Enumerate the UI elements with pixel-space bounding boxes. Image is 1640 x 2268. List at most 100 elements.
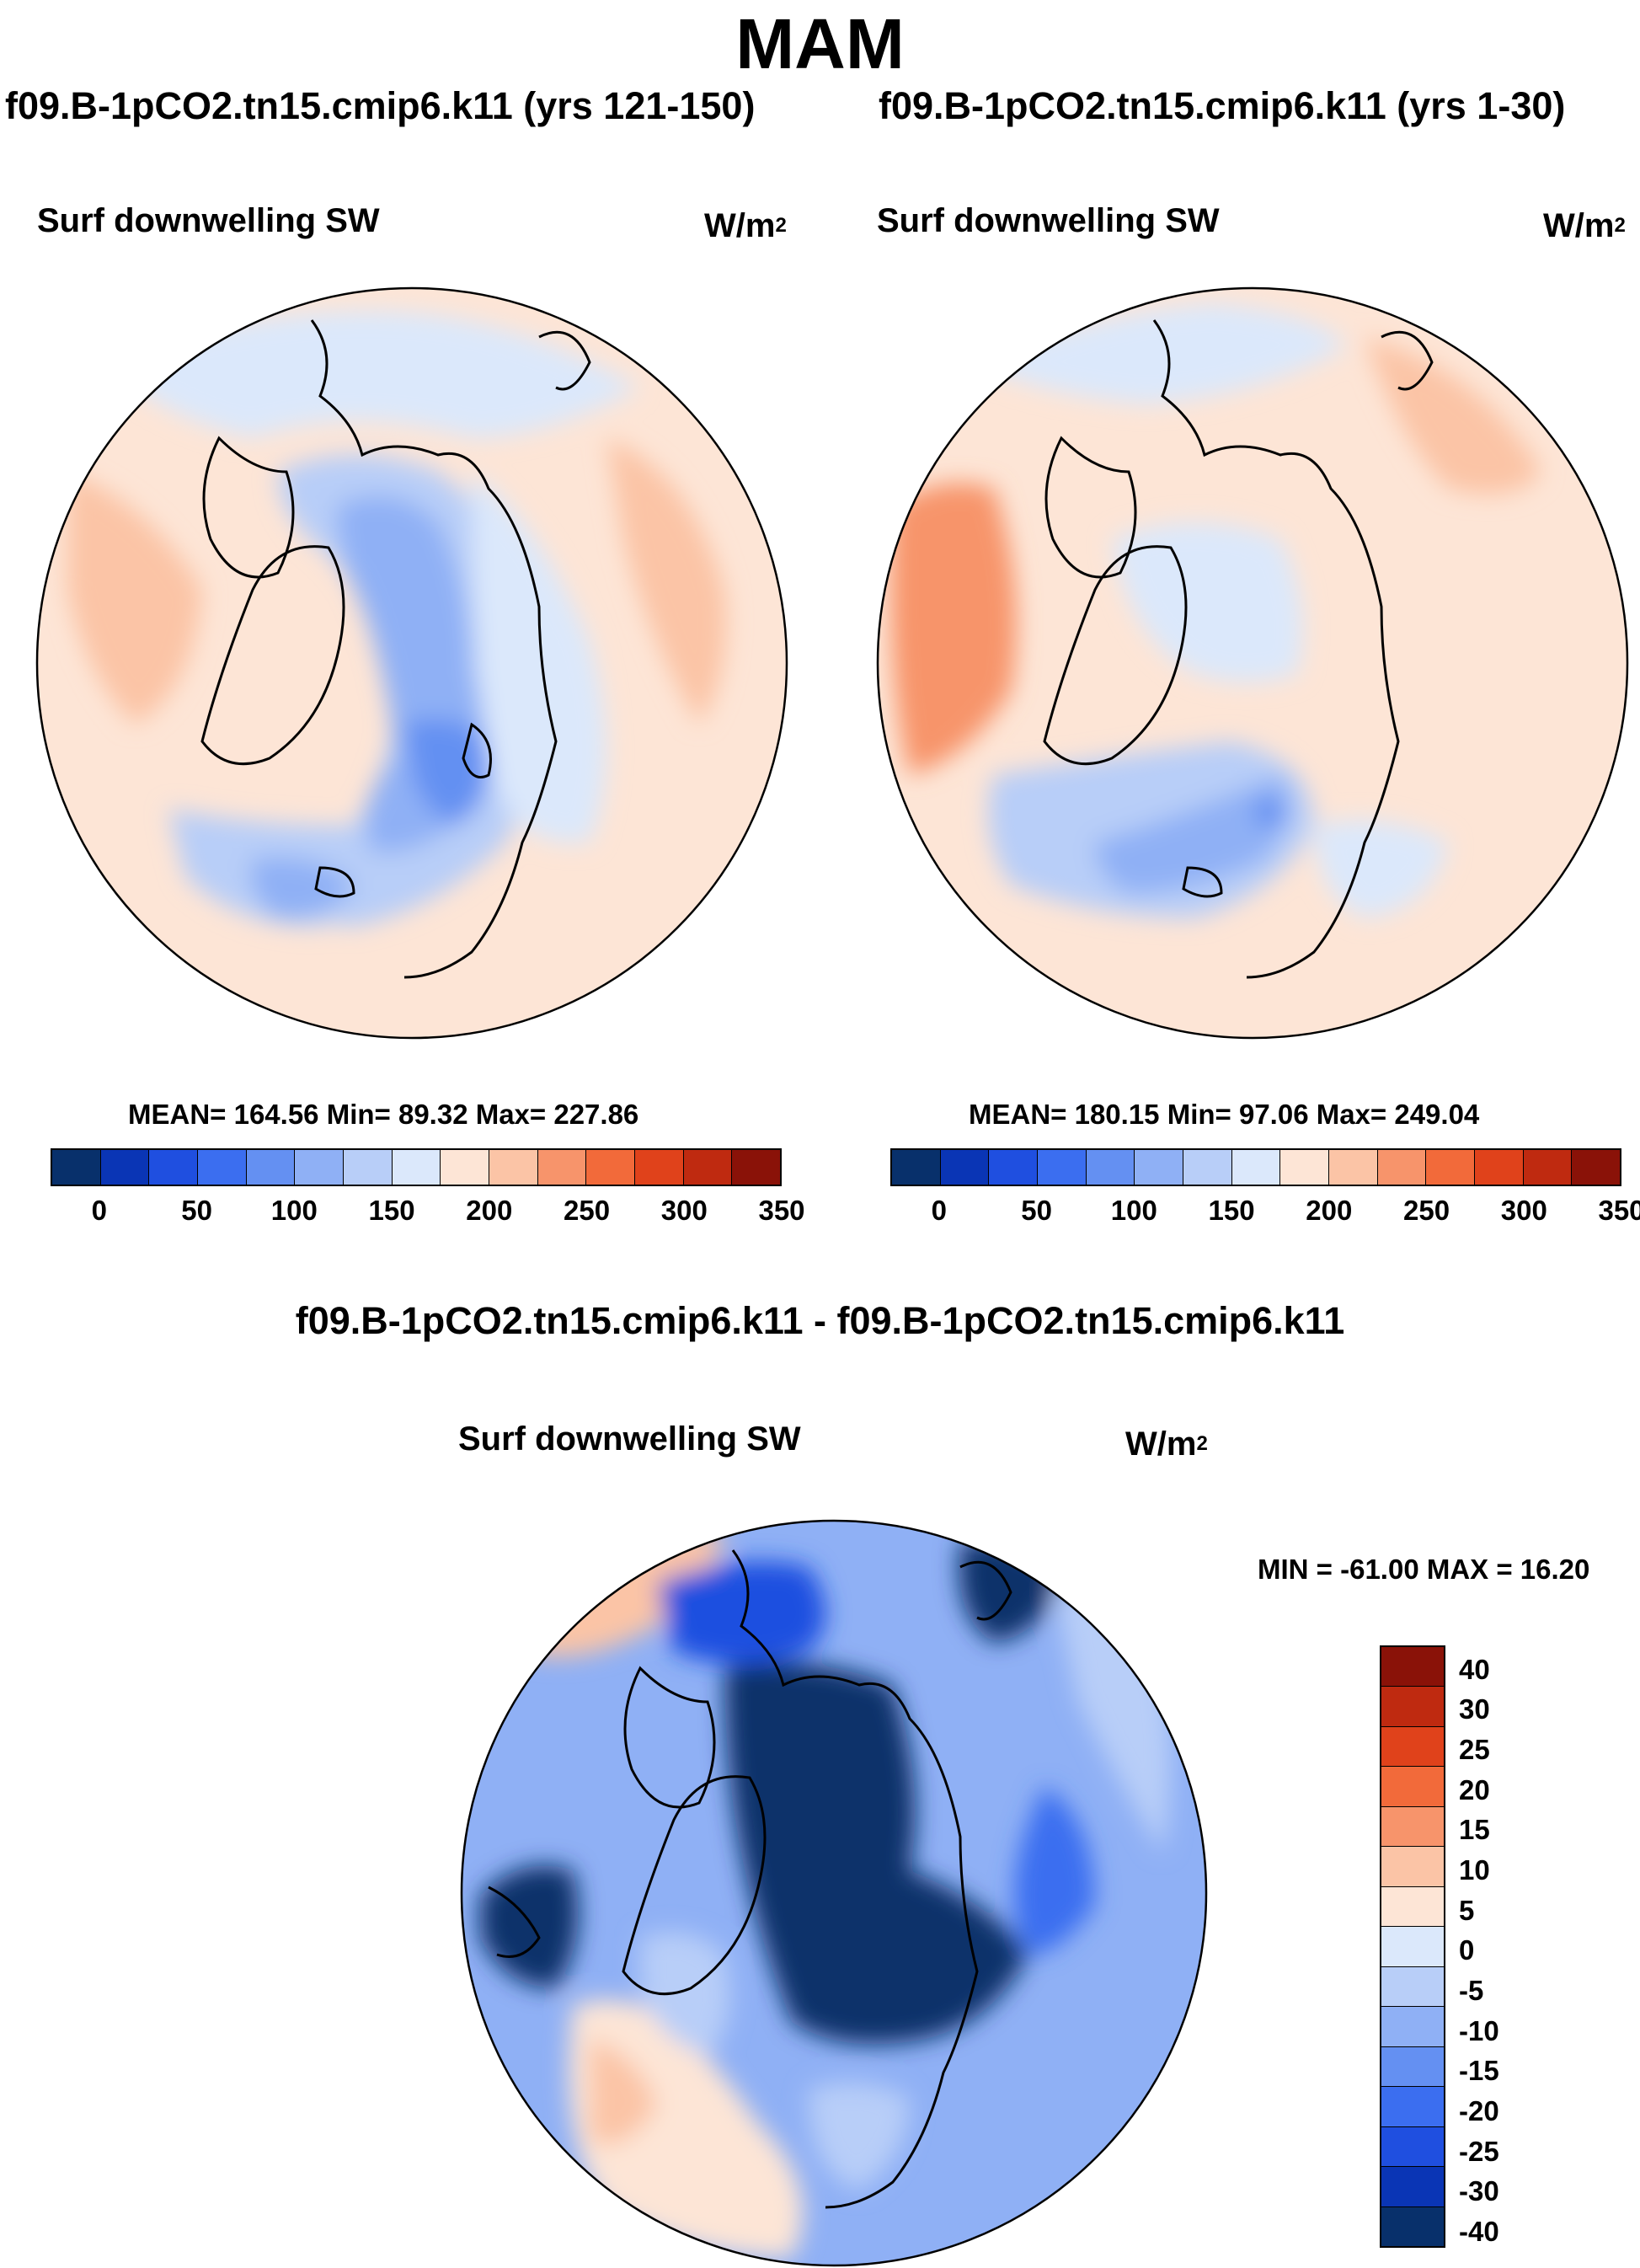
- colorbar-swatch: [1571, 1150, 1621, 1185]
- colorbar-swatch: [197, 1150, 246, 1185]
- colorbar-swatch: [1381, 1846, 1444, 1886]
- difference-stats: MIN = -61.00 MAX = 16.20: [1258, 1554, 1590, 1585]
- colorbar-tick-label: 350: [758, 1195, 805, 1226]
- colorbar-swatch: [682, 1150, 732, 1185]
- colorbar-tick-label: -5: [1459, 1975, 1484, 2006]
- colorbar-tick-label: 20: [1459, 1773, 1490, 1805]
- panel-left-map-boundary: [35, 286, 788, 1040]
- colorbar-swatch: [988, 1150, 1038, 1185]
- colorbar-swatch: [1134, 1150, 1183, 1185]
- colorbar-swatch: [1381, 2126, 1444, 2167]
- colorbar-swatch: [634, 1150, 683, 1185]
- colorbar-tick-label: 0: [931, 1195, 948, 1226]
- colorbar-tick-label: 200: [1306, 1195, 1353, 1226]
- colorbar-swatch: [343, 1150, 392, 1185]
- colorbar-swatch: [1381, 1926, 1444, 1966]
- colorbar-tick-label: -10: [1459, 2014, 1499, 2046]
- colorbar-tick-label: 250: [564, 1195, 611, 1226]
- difference-map: [462, 1521, 1206, 2265]
- colorbar-tick-label: 200: [466, 1195, 513, 1226]
- colorbar-swatch: [1183, 1150, 1231, 1185]
- colorbar-swatch: [1376, 1150, 1426, 1185]
- colorbar-swatch: [892, 1150, 940, 1185]
- panel-left-variable: Surf downwelling SW: [37, 202, 380, 239]
- colorbar-swatch: [1085, 1150, 1135, 1185]
- panel-right-stats: MEAN= 180.15 Min= 97.06 Max= 249.04: [969, 1099, 1480, 1130]
- difference-variable: Surf downwelling SW: [458, 1420, 801, 1458]
- colorbar-swatch: [99, 1150, 149, 1185]
- colorbar-tick-label: 100: [270, 1195, 318, 1226]
- colorbar-tick-label: 5: [1459, 1894, 1475, 1926]
- colorbar-panel-1: [890, 1148, 1621, 1186]
- colorbar-swatch: [1037, 1150, 1086, 1185]
- colorbar-swatch: [1522, 1150, 1572, 1185]
- colorbar-swatch: [294, 1150, 344, 1185]
- colorbar-swatch: [245, 1150, 295, 1185]
- colorbar-swatch: [489, 1150, 537, 1185]
- panel-right-units: W/m2: [1543, 207, 1626, 244]
- colorbar-swatch: [1474, 1150, 1523, 1185]
- colorbar-tick-label: 300: [660, 1195, 708, 1226]
- colorbar-swatch: [52, 1150, 100, 1185]
- panel-right-map-boundary: [876, 286, 1629, 1040]
- colorbar-swatch: [537, 1150, 586, 1185]
- colorbar-tick-label: 0: [1459, 1934, 1475, 1966]
- colorbar-tick-label: 150: [1208, 1195, 1255, 1226]
- colorbar-tick-label: 40: [1459, 1653, 1490, 1685]
- colorbar-swatch: [585, 1150, 635, 1185]
- colorbar-tick-label: 30: [1459, 1693, 1490, 1725]
- panel-left-coastlines: [200, 319, 591, 979]
- panel-right-map: [878, 288, 1627, 1038]
- colorbar-swatch: [1381, 2166, 1444, 2206]
- colorbar-tick-label: 15: [1459, 1814, 1490, 1846]
- panel-left-units: W/m2: [704, 207, 787, 244]
- difference-title: f09.B-1pCO2.tn15.cmip6.k11 - f09.B-1pCO2…: [295, 1299, 1345, 1342]
- difference-units: W/m2: [1125, 1426, 1208, 1463]
- colorbar-tick-label: -25: [1459, 2135, 1499, 2167]
- colorbar-swatch: [440, 1150, 489, 1185]
- colorbar-swatch: [1381, 1647, 1444, 1687]
- colorbar-swatch: [731, 1150, 781, 1185]
- colorbar-swatch: [1328, 1150, 1377, 1185]
- panel-left-map: [37, 288, 787, 1038]
- colorbar-swatch: [1381, 1886, 1444, 1927]
- colorbar-tick-label: -40: [1459, 2216, 1499, 2247]
- colorbar-swatch: [1231, 1150, 1280, 1185]
- colorbar-difference: [1380, 1645, 1445, 2248]
- colorbar-tick-label: 250: [1403, 1195, 1450, 1226]
- colorbar-swatch: [1381, 2206, 1444, 2247]
- colorbar-tick-label: 10: [1459, 1854, 1490, 1886]
- panel-right-variable: Surf downwelling SW: [877, 202, 1220, 239]
- panel-right-run-title: f09.B-1pCO2.tn15.cmip6.k11 (yrs 1-30): [879, 84, 1566, 127]
- colorbar-swatch: [1381, 1805, 1444, 1847]
- colorbar-swatch: [1381, 2046, 1444, 2087]
- colorbar-swatch: [1381, 2006, 1444, 2046]
- colorbar-tick-label: 300: [1500, 1195, 1547, 1226]
- colorbar-swatch: [1381, 2086, 1444, 2126]
- colorbar-tick-label: 25: [1459, 1734, 1490, 1765]
- colorbar-swatch: [939, 1150, 989, 1185]
- colorbar-swatch: [391, 1150, 441, 1185]
- colorbar-tick-label: -30: [1459, 2175, 1499, 2207]
- colorbar-tick-label: 50: [181, 1195, 212, 1226]
- colorbar-swatch: [1425, 1150, 1475, 1185]
- colorbar-tick-label: 100: [1110, 1195, 1157, 1226]
- colorbar-tick-label: 150: [368, 1195, 415, 1226]
- difference-coastlines: [488, 1549, 1012, 2209]
- colorbar-tick-label: -20: [1459, 2095, 1499, 2126]
- panel-left-run-title: f09.B-1pCO2.tn15.cmip6.k11 (yrs 121-150): [5, 84, 756, 127]
- colorbar-tick-label: 0: [91, 1195, 108, 1226]
- colorbar-tick-label: -15: [1459, 2055, 1499, 2087]
- colorbar-swatch: [1279, 1150, 1329, 1185]
- colorbar-swatch: [1381, 1966, 1444, 2007]
- panel-left-stats: MEAN= 164.56 Min= 89.32 Max= 227.86: [128, 1099, 639, 1130]
- figure-season-title: MAM: [735, 4, 905, 83]
- colorbar-swatch: [1381, 1725, 1444, 1767]
- difference-map-boundary: [460, 1519, 1208, 2267]
- colorbar-tick-label: 50: [1021, 1195, 1052, 1226]
- colorbar-swatch: [1381, 1766, 1444, 1806]
- colorbar-tick-label: 350: [1598, 1195, 1640, 1226]
- colorbar-swatch: [148, 1150, 198, 1185]
- colorbar-panel-0: [51, 1148, 782, 1186]
